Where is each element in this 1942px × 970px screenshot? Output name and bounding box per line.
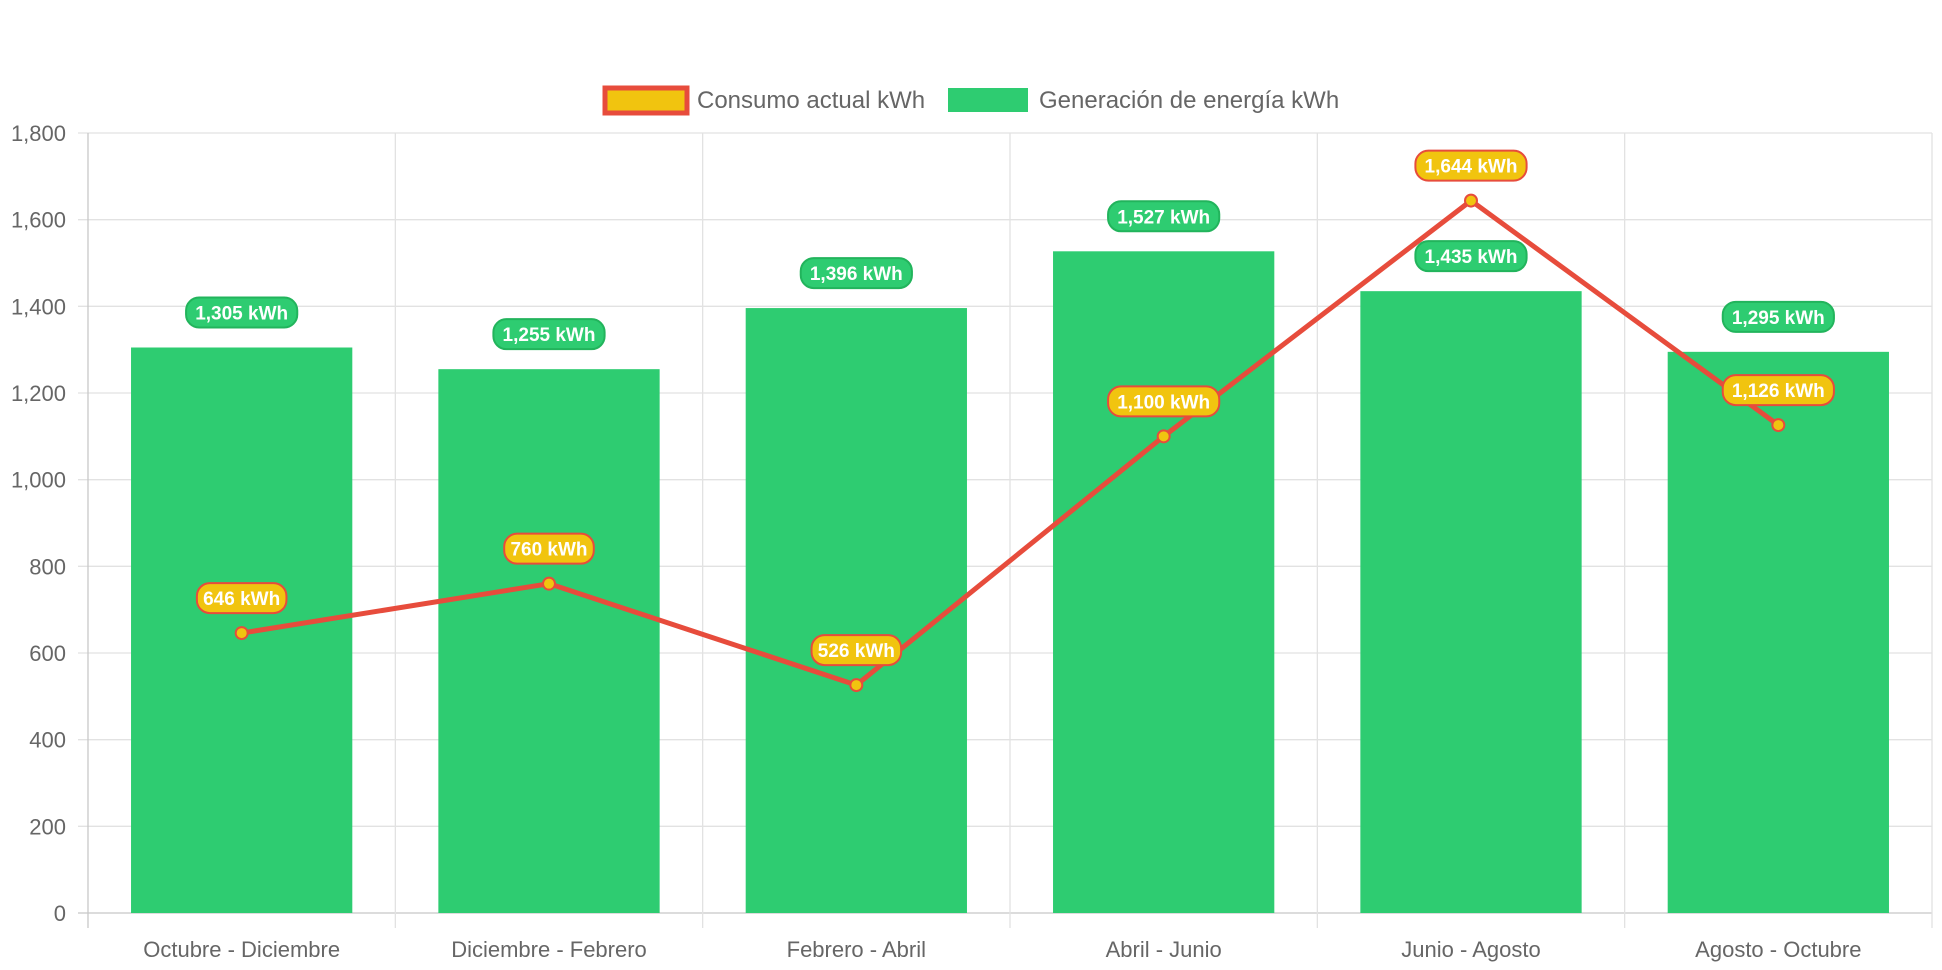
x-tick-label: Diciembre - Febrero [451, 937, 647, 962]
x-tick-label: Febrero - Abril [787, 937, 926, 962]
legend-swatch-generacion [948, 88, 1028, 112]
x-tick-label: Junio - Agosto [1401, 937, 1540, 962]
line-value-label: 646 kWh [195, 582, 288, 615]
bar-value-label-text: 1,396 kWh [810, 264, 903, 285]
bar[interactable] [438, 369, 660, 914]
y-tick-label: 600 [29, 641, 66, 666]
bar[interactable] [1360, 291, 1582, 914]
legend-label-generacion: Generación de energía kWh [1039, 87, 1339, 114]
line-value-label: 1,126 kWh [1721, 374, 1835, 407]
line-value-label-bg [1721, 374, 1835, 407]
bar-value-label-text: 1,255 kWh [503, 325, 596, 346]
line-series-consumo [234, 193, 1786, 693]
bar-value-label-bg [799, 257, 913, 290]
line-value-label-bg [1414, 149, 1528, 182]
bar-value-label: 1,305 kWh [185, 296, 299, 329]
legend-swatch-consumo [602, 85, 690, 116]
y-tick-label: 1,400 [11, 294, 66, 319]
line-data-labels: 646 kWh 760 kWh 526 kWh 1,100 kWh 1,644 kWh 1… [195, 149, 1835, 667]
bar-value-label: 1,295 kWh [1721, 300, 1835, 333]
line-point[interactable] [1464, 193, 1478, 208]
x-axis: Octubre - Diciembre Diciembre - Febrero Fe… [143, 937, 1861, 962]
x-tick-label: Abril - Junio [1106, 937, 1222, 962]
line-value-label-text: 526 kWh [818, 641, 895, 662]
line-value-label: 1,644 kWh [1414, 149, 1528, 182]
line-value-label: 526 kWh [810, 634, 903, 667]
legend-label-consumo: Consumo actual kWh [697, 87, 925, 114]
bar-value-label-bg [492, 318, 606, 351]
legend: Consumo actual kWh Generación de energía… [602, 85, 1339, 116]
bar-value-label: 1,435 kWh [1414, 240, 1528, 273]
bar-value-label: 1,396 kWh [799, 257, 913, 290]
line-point[interactable] [542, 576, 556, 591]
line-value-label-bg [1107, 385, 1221, 418]
bar-value-label-bg [1107, 200, 1221, 233]
bar-value-label-text: 1,305 kWh [195, 304, 288, 325]
line-value-label-text: 760 kWh [510, 540, 587, 561]
line-value-label-text: 1,644 kWh [1425, 157, 1518, 178]
legend-item-generacion[interactable]: Generación de energía kWh [948, 87, 1339, 114]
bar-value-label-bg [1721, 300, 1835, 333]
y-axis: 0 200 400 600 800 1,000 1,200 1,400 1,600 1,800 [11, 121, 66, 926]
bar-value-label-bg [1414, 240, 1528, 273]
y-tick-label: 400 [29, 728, 66, 753]
y-tick-label: 1,600 [11, 208, 66, 233]
x-tick-label: Octubre - Diciembre [143, 937, 340, 962]
line-value-label-bg [503, 532, 595, 565]
line-value-label-text: 1,100 kWh [1117, 392, 1210, 413]
bar-value-label-bg [185, 296, 299, 329]
bar[interactable] [1667, 351, 1889, 913]
bar[interactable] [745, 308, 967, 914]
line-value-label-bg [810, 634, 903, 667]
line-value-label: 760 kWh [503, 532, 595, 565]
bar-series-generacion [131, 251, 1889, 914]
bar-value-label: 1,255 kWh [492, 318, 606, 351]
line-value-label-text: 1,126 kWh [1732, 381, 1825, 402]
line-point[interactable] [1771, 418, 1786, 433]
bar[interactable] [1053, 251, 1275, 914]
bar-value-label-text: 1,435 kWh [1425, 247, 1518, 268]
y-tick-label: 800 [29, 554, 66, 579]
y-tick-label: 1,000 [11, 468, 66, 493]
y-tick-label: 0 [54, 901, 66, 926]
y-tick-label: 1,800 [11, 121, 66, 146]
line-value-label: 1,100 kWh [1107, 385, 1221, 418]
line-point[interactable] [849, 678, 864, 693]
line-value-label-bg [195, 582, 288, 615]
bar-value-label: 1,527 kWh [1107, 200, 1221, 233]
bar-value-label-text: 1,527 kWh [1117, 207, 1210, 228]
legend-item-consumo[interactable]: Consumo actual kWh [602, 85, 925, 116]
grid-lines [78, 132, 1933, 928]
consumo-line [239, 198, 1781, 688]
bar-data-labels: 1,305 kWh 1,255 kWh 1,396 kWh 1,527 kWh 1,43… [185, 200, 1835, 351]
line-value-label-text: 646 kWh [203, 589, 280, 610]
x-tick-label: Agosto - Octubre [1695, 937, 1861, 962]
bar-value-label-text: 1,295 kWh [1732, 308, 1825, 329]
y-tick-label: 200 [29, 814, 66, 839]
y-tick-label: 1,200 [11, 381, 66, 406]
line-point[interactable] [1156, 429, 1171, 444]
line-point[interactable] [234, 626, 249, 641]
